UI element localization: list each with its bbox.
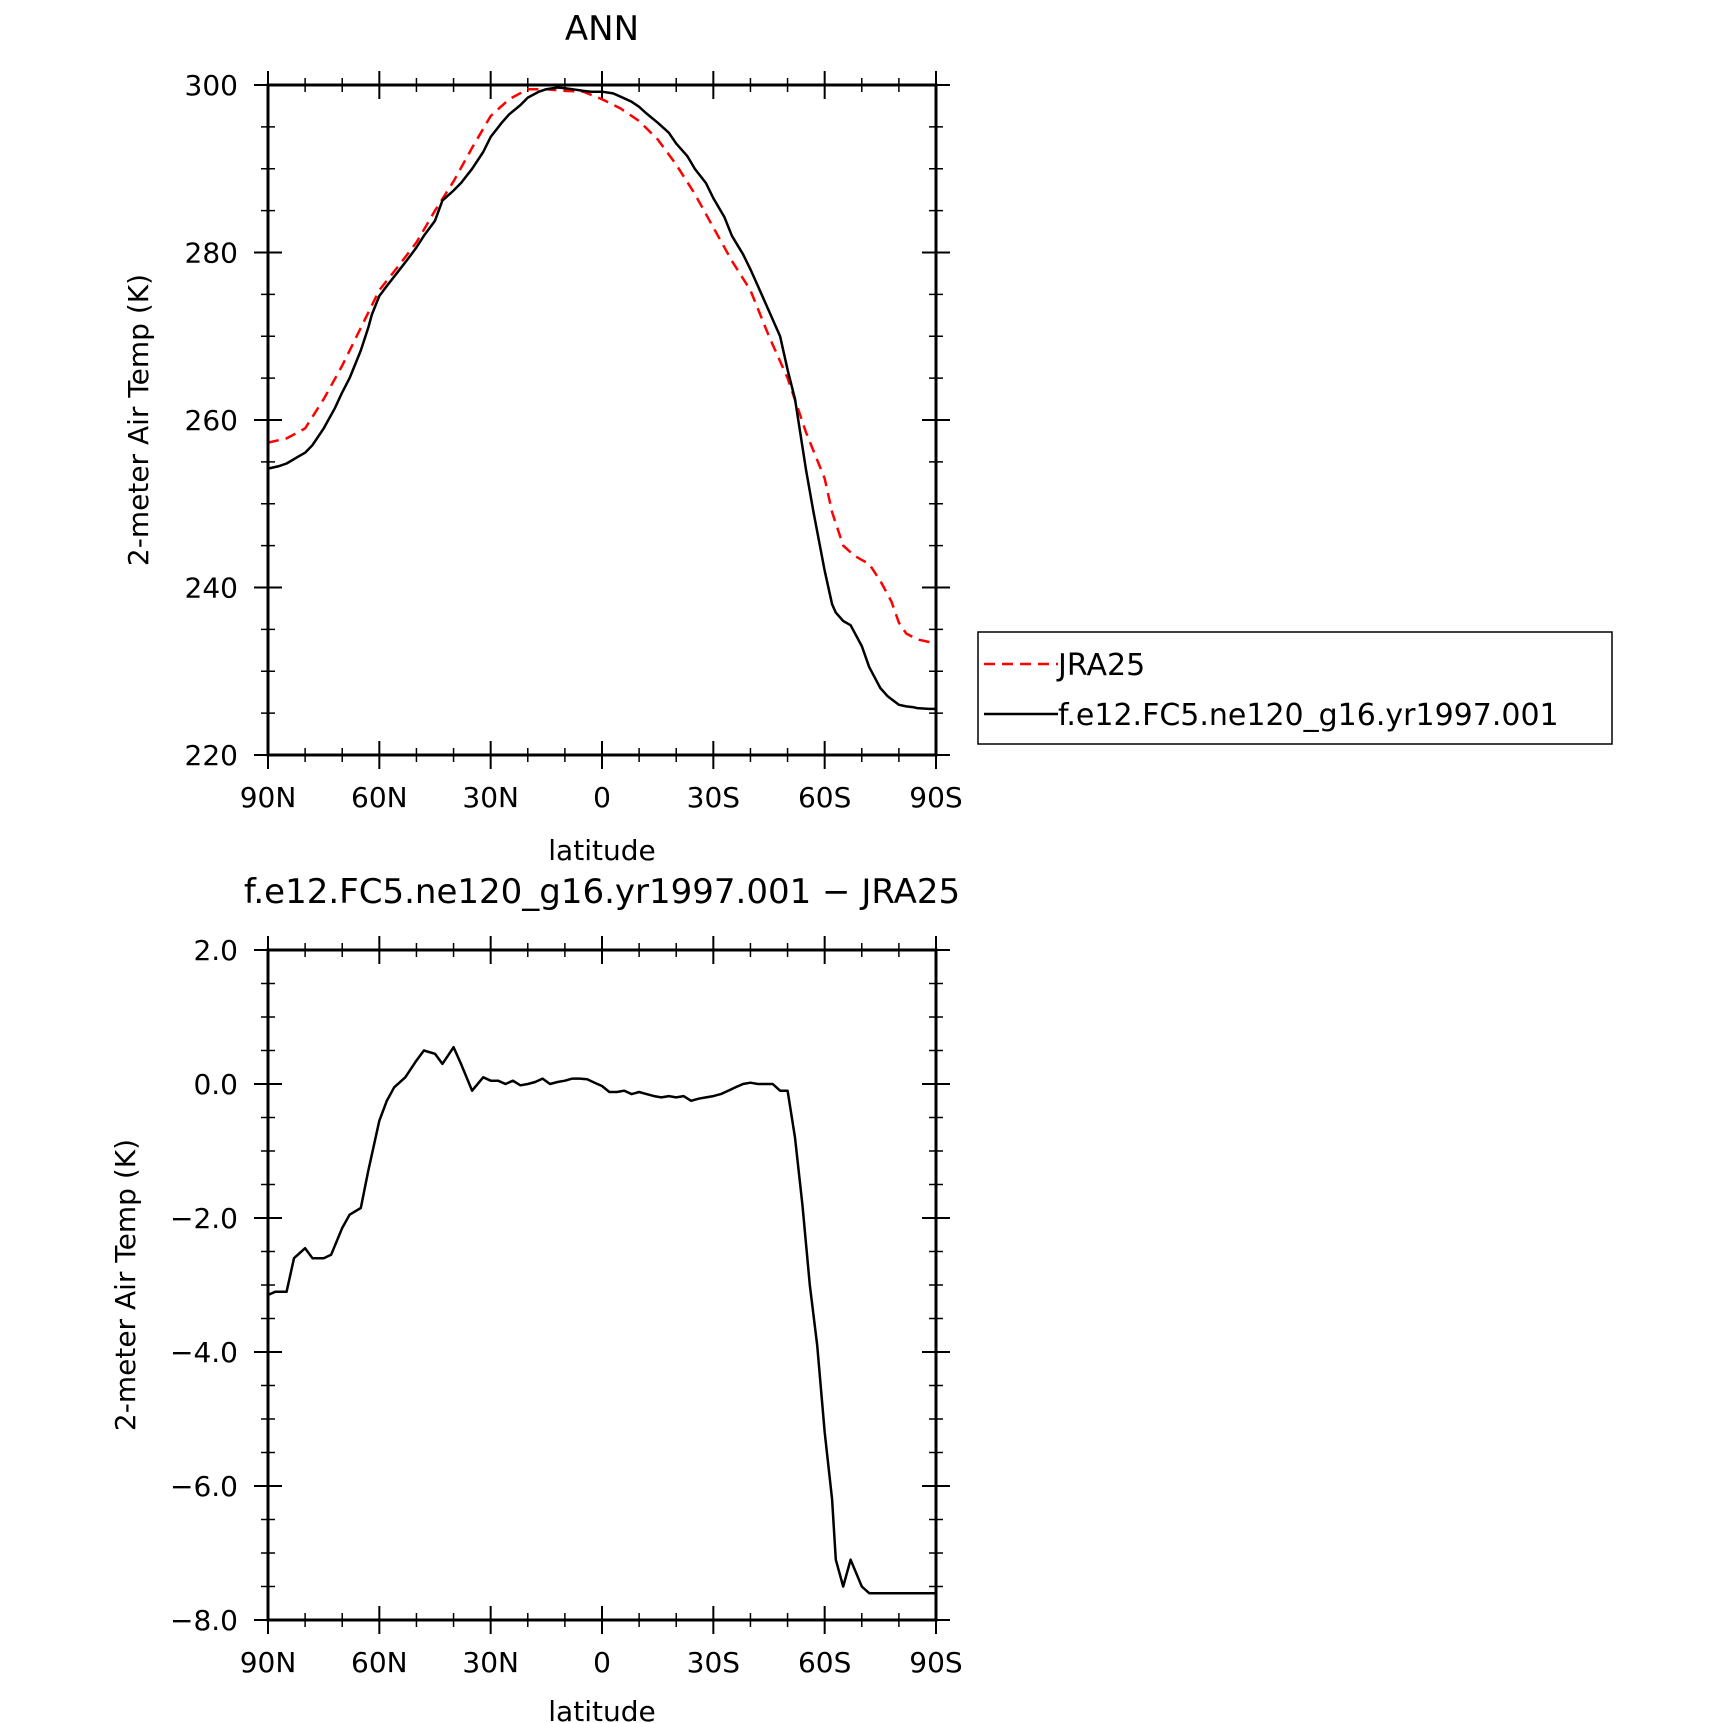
bottom-y-tick-label: −4.0 [170, 1336, 238, 1369]
top-y-tick-label: 220 [185, 739, 238, 772]
top-plot-frame [266, 83, 938, 757]
top-x-tick-label: 0 [593, 781, 611, 814]
top-x-tick-label: 90N [240, 781, 297, 814]
top-x-tick-label: 30N [462, 781, 519, 814]
legend-label-jra25: JRA25 [1056, 648, 1145, 683]
bottom-y-tick-label: 0.0 [193, 1068, 238, 1101]
top-y-axis-title: 2-meter Air Temp (K) [122, 274, 155, 566]
panel-top-chart: ANN 220 240 260 280 300 90N 60N 30N 0 30S 60S 90S l… [122, 9, 963, 867]
panel-bottom-chart: f.e12.FC5.ne120_g16.yr1997.001 − JRA25 −… [109, 872, 963, 1723]
top-series-group [267, 86, 937, 711]
top-tick-labels: 220 240 260 280 300 90N 60N 30N 0 30S 60S 90S [185, 69, 963, 814]
bottom-x-tick-label: 90S [909, 1646, 962, 1679]
bottom-axis-ticks [254, 936, 950, 1634]
bottom-x-tick-label: 90N [240, 1646, 297, 1679]
top-series-line-1 [267, 87, 937, 645]
bottom-x-tick-label: 30S [687, 1646, 740, 1679]
bottom-y-axis-title: 2-meter Air Temp (K) [109, 1139, 142, 1431]
bottom-y-tick-label: −8.0 [170, 1604, 238, 1637]
top-x-tick-label: 90S [909, 781, 962, 814]
bottom-plot-frame [266, 948, 938, 1622]
bottom-series-line-1 [267, 1045, 936, 1595]
bottom-chart-title: f.e12.FC5.ne120_g16.yr1997.001 − JRA25 [244, 872, 960, 912]
top-axis-ticks [254, 71, 950, 769]
top-x-tick-label: 60S [798, 781, 851, 814]
legend-label-model: f.e12.FC5.ne120_g16.yr1997.001 [1058, 698, 1559, 733]
top-series-line-2 [267, 86, 936, 711]
top-y-tick-label: 240 [185, 572, 238, 605]
bottom-x-tick-label: 60S [798, 1646, 851, 1679]
bottom-x-axis-title: latitude [548, 1695, 655, 1723]
bottom-tick-labels: −8.0 −6.0 −4.0 −2.0 0.0 2.0 90N 60N 30N 0 30S 60S 90… [170, 934, 963, 1679]
legend-box [977, 631, 1613, 745]
top-x-axis-title: latitude [548, 834, 655, 867]
bottom-x-tick-label: 30N [462, 1646, 519, 1679]
top-y-tick-label: 260 [185, 404, 238, 437]
top-x-tick-label: 60N [351, 781, 408, 814]
bottom-y-tick-label: −2.0 [170, 1202, 238, 1235]
top-x-tick-label: 30S [687, 781, 740, 814]
bottom-y-tick-label: 2.0 [193, 934, 238, 967]
top-y-tick-label: 300 [185, 69, 238, 102]
bottom-y-tick-label: −6.0 [170, 1470, 238, 1503]
bottom-x-tick-label: 0 [593, 1646, 611, 1679]
top-y-tick-label: 280 [185, 237, 238, 270]
legend: JRA25 f.e12.FC5.ne120_g16.yr1997.001 [977, 631, 1613, 745]
bottom-series-group [267, 1045, 936, 1595]
bottom-x-tick-label: 60N [351, 1646, 408, 1679]
top-chart-title: ANN [565, 9, 639, 49]
